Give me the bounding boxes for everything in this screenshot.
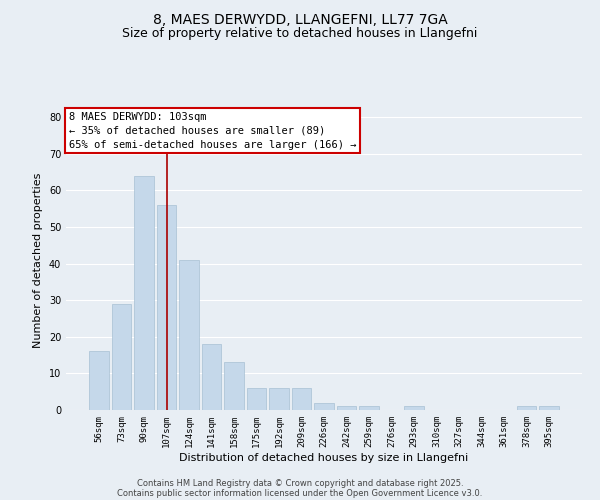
Bar xyxy=(292,388,311,410)
Bar xyxy=(112,304,131,410)
Bar xyxy=(202,344,221,410)
Bar xyxy=(134,176,154,410)
Text: Contains public sector information licensed under the Open Government Licence v3: Contains public sector information licen… xyxy=(118,488,482,498)
Bar xyxy=(247,388,266,410)
Text: Contains HM Land Registry data © Crown copyright and database right 2025.: Contains HM Land Registry data © Crown c… xyxy=(137,478,463,488)
Bar xyxy=(269,388,289,410)
Bar xyxy=(179,260,199,410)
Text: Size of property relative to detached houses in Llangefni: Size of property relative to detached ho… xyxy=(122,28,478,40)
Bar xyxy=(337,406,356,410)
Bar xyxy=(89,352,109,410)
Bar xyxy=(314,402,334,410)
Bar xyxy=(404,406,424,410)
Bar xyxy=(359,406,379,410)
Bar xyxy=(224,362,244,410)
Text: 8 MAES DERWYDD: 103sqm
← 35% of detached houses are smaller (89)
65% of semi-det: 8 MAES DERWYDD: 103sqm ← 35% of detached… xyxy=(68,112,356,150)
Bar xyxy=(157,205,176,410)
Bar xyxy=(517,406,536,410)
Y-axis label: Number of detached properties: Number of detached properties xyxy=(33,172,43,348)
Text: 8, MAES DERWYDD, LLANGEFNI, LL77 7GA: 8, MAES DERWYDD, LLANGEFNI, LL77 7GA xyxy=(152,12,448,26)
Bar xyxy=(539,406,559,410)
X-axis label: Distribution of detached houses by size in Llangefni: Distribution of detached houses by size … xyxy=(179,452,469,462)
